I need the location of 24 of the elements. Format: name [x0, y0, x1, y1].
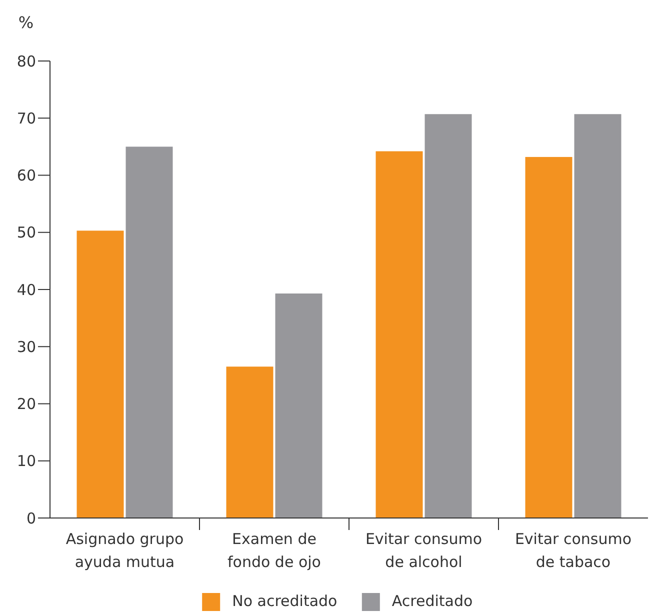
bar — [574, 114, 622, 518]
bar — [126, 146, 173, 518]
y-tick-label: 40 — [16, 280, 36, 299]
y-tick-label: 50 — [16, 224, 36, 242]
x-tick-label: Asignado grupo ayuda mutua — [66, 530, 184, 571]
y-tick-label: 60 — [16, 166, 36, 184]
x-tick-label: Examen de fondo de ojo — [228, 530, 321, 571]
bar — [424, 114, 472, 518]
y-tick-label: 20 — [16, 395, 36, 413]
bar — [376, 151, 423, 518]
x-tick-label: Evitar consumo de tabaco — [514, 530, 632, 571]
y-tick-label: 0 — [26, 509, 36, 528]
legend-label: No acreditado — [232, 592, 338, 610]
x-tick-label: Evitar consumo de alcohol — [365, 530, 482, 571]
y-tick-label: 80 — [16, 52, 36, 70]
bar — [226, 366, 274, 518]
bar — [275, 294, 322, 518]
y-tick-label: 30 — [16, 338, 36, 356]
y-tick-label: 70 — [16, 109, 36, 128]
y-axis-title: % — [18, 13, 34, 32]
bar — [525, 156, 572, 518]
bar — [76, 230, 124, 518]
legend-label: Acreditado — [392, 592, 473, 610]
y-tick-label: 10 — [16, 452, 36, 470]
